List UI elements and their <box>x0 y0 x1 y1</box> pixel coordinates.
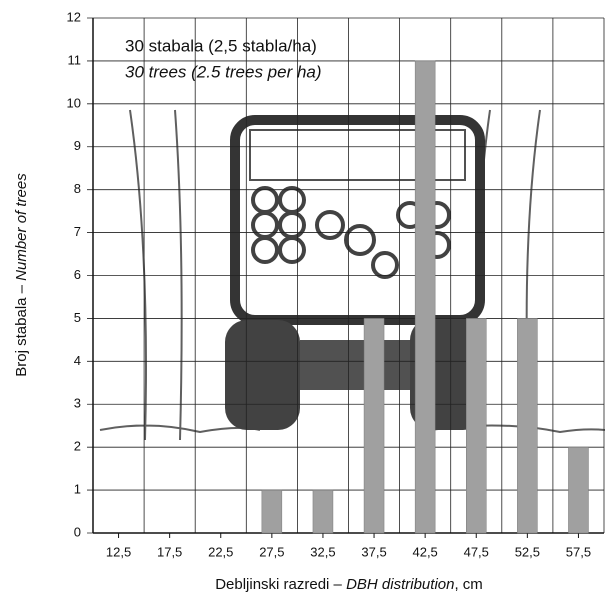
y-tick-label: 11 <box>68 52 82 67</box>
bar <box>364 318 384 533</box>
y-tick-label: 6 <box>74 267 81 282</box>
x-tick-label: 52,5 <box>515 544 540 559</box>
chart: 012345678910111212,517,522,527,532,537,5… <box>0 0 605 600</box>
annotation: 30 trees (2.5 trees per ha) <box>125 62 322 81</box>
bar <box>466 318 486 533</box>
y-tick-label: 10 <box>67 95 81 110</box>
x-axis-label-part: Debljinski razredi – <box>215 576 346 593</box>
y-tick-label: 8 <box>74 181 81 196</box>
x-tick-label: 27,5 <box>259 544 284 559</box>
annotation: 30 stabala (2,5 stabla/ha) <box>125 36 317 55</box>
x-axis-label: Debljinski razredi – DBH distribution, c… <box>215 576 483 593</box>
y-tick-label: 4 <box>74 353 81 368</box>
x-axis-label-part: , cm <box>454 576 482 593</box>
y-tick-label: 5 <box>74 310 81 325</box>
y-tick-label: 9 <box>74 138 81 153</box>
bar <box>568 447 588 533</box>
bar <box>415 61 435 533</box>
y-tick-label: 1 <box>74 482 81 497</box>
y-tick-label: 2 <box>74 439 81 454</box>
y-tick-label: 7 <box>74 224 81 239</box>
x-tick-label: 47,5 <box>464 544 489 559</box>
x-tick-label: 57,5 <box>566 544 591 559</box>
x-axis-label-part: DBH distribution <box>346 576 454 593</box>
bar <box>262 490 282 533</box>
x-tick-label: 17,5 <box>157 544 182 559</box>
y-axis-label: Broj stabala – Number of trees <box>13 173 30 377</box>
y-tick-label: 12 <box>67 9 81 24</box>
x-tick-label: 37,5 <box>361 544 386 559</box>
x-tick-label: 12,5 <box>106 544 131 559</box>
y-tick-label: 3 <box>74 396 81 411</box>
y-axis-label-part: Broj stabala – <box>13 281 30 377</box>
bar <box>313 490 333 533</box>
bar <box>517 318 537 533</box>
y-tick-label: 0 <box>74 524 81 539</box>
x-tick-label: 32,5 <box>310 544 335 559</box>
x-tick-label: 42,5 <box>412 544 437 559</box>
y-axis-label-part: Number of trees <box>13 173 30 281</box>
x-tick-label: 22,5 <box>208 544 233 559</box>
